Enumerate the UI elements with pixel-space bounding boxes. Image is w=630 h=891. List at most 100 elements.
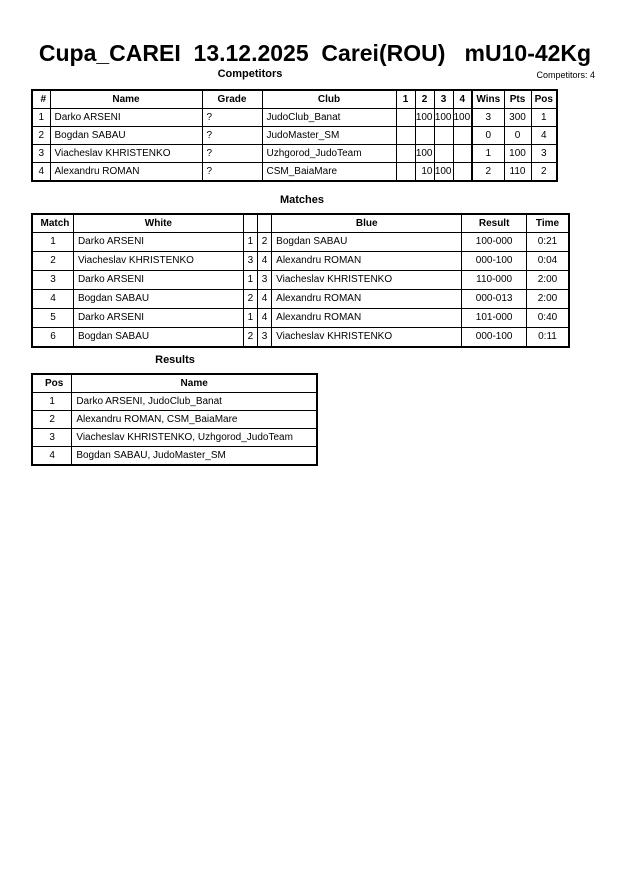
competitor-grade: ?: [201, 108, 263, 127]
competitor-position: 1: [530, 108, 558, 127]
match-number: 2: [31, 251, 74, 271]
competitor-score-vs-1: [395, 108, 416, 127]
match-blue-name: Bogdan SABAU: [271, 232, 463, 252]
match-white-name: Darko ARSENI: [72, 308, 244, 328]
competitor-club: JudoMaster_SM: [261, 126, 397, 145]
match-result: 100-000: [461, 232, 527, 252]
result-position: 1: [31, 392, 73, 411]
match-number: 5: [31, 308, 74, 328]
matches-col-white: White: [72, 213, 244, 233]
match-time: 2:00: [525, 270, 570, 290]
match-row[interactable]: 6 Bogdan SABAU 2 3 Viacheslav KHRISTENKO 000-…: [31, 327, 570, 348]
result-position: 2: [31, 410, 73, 429]
competitor-points: 110: [503, 162, 532, 182]
competitor-num: 1: [31, 108, 51, 127]
match-row[interactable]: 1 Darko ARSENI 1 2 Bogdan SABAU 100-000 0:21: [31, 232, 570, 252]
competitor-wins: 2: [471, 162, 505, 182]
match-number: 4: [31, 289, 74, 309]
competitor-position: 3: [530, 144, 558, 163]
competitor-score-vs-1: [395, 144, 416, 163]
match-white-name: Viacheslav KHRISTENKO: [72, 251, 244, 271]
match-result: 000-013: [461, 289, 527, 309]
competitor-club: JudoClub_Banat: [261, 108, 397, 127]
competitors-col-wins: Wins: [471, 89, 505, 109]
competitor-points: 0: [503, 126, 532, 145]
competitors-col-pts: Pts: [503, 89, 532, 109]
competitor-name: Alexandru ROMAN: [49, 162, 203, 182]
competitor-num: 4: [31, 162, 51, 182]
competitor-score-vs-1: [395, 162, 416, 182]
competitor-points: 300: [503, 108, 532, 127]
competitor-points: 100: [503, 144, 532, 163]
matches-section-heading: Matches: [279, 194, 325, 206]
matches-col-result: Result: [461, 213, 527, 233]
match-blue-name: Viacheslav KHRISTENKO: [271, 327, 463, 348]
competitors-col-num: #: [31, 89, 51, 109]
match-result: 110-000: [461, 270, 527, 290]
competitor-wins: 0: [471, 126, 505, 145]
match-blue-name: Alexandru ROMAN: [271, 289, 463, 309]
match-blue-seed: 2: [256, 232, 273, 252]
competitor-club: CSM_BaiaMare: [261, 162, 397, 182]
match-white-name: Bogdan SABAU: [72, 327, 244, 348]
competitor-name: Darko ARSENI: [49, 108, 203, 127]
competitor-position: 4: [530, 126, 558, 145]
match-white-seed: 2: [242, 327, 259, 348]
competitor-score-vs-2: 10: [414, 162, 435, 182]
match-time: 0:11: [525, 327, 570, 348]
matches-col-match: Match: [31, 213, 74, 233]
match-result: 101-000: [461, 308, 527, 328]
competitor-score-vs-3: [433, 126, 454, 145]
competitors-header-row: # Name Grade Club 1 2 3 4 Wins Pts Pos: [31, 89, 558, 109]
match-row[interactable]: 3 Darko ARSENI 1 3 Viacheslav KHRISTENKO 110-…: [31, 270, 570, 290]
matches-table: Match White Blue Result Time 1 Darko ARSE…: [31, 213, 570, 348]
competitor-score-vs-2: [414, 126, 435, 145]
competitor-grade: ?: [201, 144, 263, 163]
match-row[interactable]: 4 Bogdan SABAU 2 4 Alexandru ROMAN 000-013 2:0…: [31, 289, 570, 309]
matches-col-blue: Blue: [271, 213, 463, 233]
result-name: Viacheslav KHRISTENKO, Uzhgorod_JudoTeam: [71, 428, 318, 447]
result-name: Darko ARSENI, JudoClub_Banat: [71, 392, 318, 411]
competitor-score-vs-4: 100: [452, 108, 473, 127]
competitor-num: 2: [31, 126, 51, 145]
result-row[interactable]: 3 Viacheslav KHRISTENKO, Uzhgorod_JudoTea…: [31, 428, 318, 447]
competitor-position: 2: [530, 162, 558, 182]
results-header-row: Pos Name: [31, 373, 318, 393]
result-row[interactable]: 2 Alexandru ROMAN, CSM_BaiaMare: [31, 410, 318, 429]
result-position: 4: [31, 446, 73, 466]
match-result: 000-100: [461, 327, 527, 348]
results-col-name: Name: [71, 373, 318, 393]
competitor-row[interactable]: 4 Alexandru ROMAN? CSM_BaiaMare 10 100 2 110 2: [31, 162, 558, 182]
match-time: 0:40: [525, 308, 570, 328]
match-blue-name: Alexandru ROMAN: [271, 308, 463, 328]
match-white-seed: 1: [242, 270, 259, 290]
match-row[interactable]: 5 Darko ARSENI 1 4 Alexandru ROMAN 101-000 0:4…: [31, 308, 570, 328]
match-time: 0:21: [525, 232, 570, 252]
competitor-grade: ?: [201, 126, 263, 145]
competitor-score-vs-4: [452, 162, 473, 182]
match-blue-name: Viacheslav KHRISTENKO: [271, 270, 463, 290]
result-name: Bogdan SABAU, JudoMaster_SM: [71, 446, 318, 466]
competitor-score-vs-4: [452, 126, 473, 145]
match-white-name: Darko ARSENI: [72, 270, 244, 290]
competitors-col-name: Name: [49, 89, 203, 109]
competitor-row[interactable]: 1 Darko ARSENI? JudoClub_Banat 100 100 100 3 30…: [31, 108, 558, 127]
match-blue-name: Alexandru ROMAN: [271, 251, 463, 271]
match-white-seed: 1: [242, 232, 259, 252]
match-white-name: Darko ARSENI: [72, 232, 244, 252]
matches-header-row: Match White Blue Result Time: [31, 213, 570, 233]
result-row[interactable]: 1 Darko ARSENI, JudoClub_Banat: [31, 392, 318, 411]
match-blue-seed: 4: [256, 251, 273, 271]
competitors-table: # Name Grade Club 1 2 3 4 Wins Pts Pos 1…: [31, 89, 558, 182]
competitors-col-club: Club: [261, 89, 397, 109]
match-row[interactable]: 2 Viacheslav KHRISTENKO 3 4 Alexandru ROMAN 0…: [31, 251, 570, 271]
competitor-name: Bogdan SABAU: [49, 126, 203, 145]
competitor-grade: ?: [201, 162, 263, 182]
competitor-score-vs-4: [452, 144, 473, 163]
match-white-seed: 2: [242, 289, 259, 309]
competitor-row[interactable]: 3 Viacheslav KHRISTENKO? Uzhgorod_JudoTeam…: [31, 144, 558, 163]
match-number: 3: [31, 270, 74, 290]
competitor-score-vs-2: 100: [414, 144, 435, 163]
result-row[interactable]: 4 Bogdan SABAU, JudoMaster_SM: [31, 446, 318, 466]
competitor-row[interactable]: 2 Bogdan SABAU? JudoMaster_SM 0 0 4: [31, 126, 558, 145]
